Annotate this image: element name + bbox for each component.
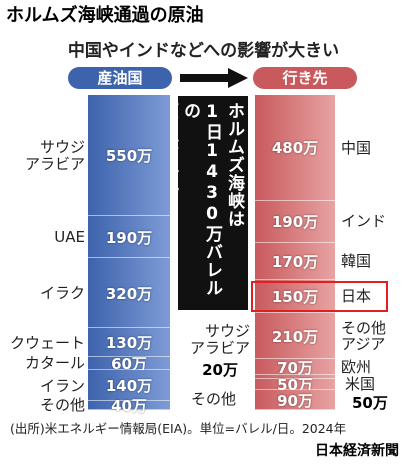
bar-segment (255, 95, 335, 201)
highlight-box (251, 281, 388, 313)
value-label: 150万 (271, 288, 319, 307)
value-label: 550万 (105, 147, 153, 166)
category-label: その他 (190, 390, 236, 409)
subtitle: 中国やインドなどへの影響が大きい (67, 41, 340, 61)
category-label: サウジ アラビア (24, 138, 85, 173)
category-label: 日本 (341, 287, 372, 306)
category-label: 欧州 (341, 357, 372, 376)
source: (出所)米エネルギー情報局(EIA)。単位=バレル/日。2024年 (10, 421, 347, 436)
value-label: 50万 (277, 376, 313, 395)
value-label: 210万 (271, 327, 319, 346)
category-label: カタール (24, 354, 85, 373)
bar-segment (255, 374, 335, 380)
value-label-outside: 50万 (352, 394, 388, 412)
category-label: クウェート (9, 333, 85, 352)
bar-segment (88, 258, 170, 329)
title: ホルムズ海峡通過の原油 (6, 5, 204, 26)
bar-segment (255, 379, 335, 391)
value-label: 140万 (105, 377, 153, 396)
category-label: イラン (39, 376, 85, 395)
bar-segment (255, 200, 335, 243)
bar-segment (255, 313, 335, 360)
bar-segment (88, 328, 170, 358)
value-label: 190万 (105, 228, 153, 247)
arrow (180, 68, 248, 88)
value-label: 170万 (271, 252, 319, 271)
producer-header: 産油国 (68, 67, 172, 89)
bar-segment (255, 359, 335, 375)
bar-segment (255, 242, 335, 281)
center-note: ホルムズ海峡は 1日1430万バレルの 原油が通過する (158, 96, 248, 310)
value-label-outside: 20万 (202, 361, 238, 379)
value-label: 90万 (277, 391, 313, 410)
category-label: その他 (39, 396, 85, 415)
bar-segment (88, 216, 170, 258)
bar-segment (255, 390, 335, 410)
value-label: 190万 (271, 213, 319, 232)
value-label: 320万 (105, 284, 153, 303)
category-label: その他 アジア (341, 318, 387, 354)
category-label: サウジ アラビア (189, 322, 250, 357)
value-label: 60万 (111, 355, 147, 374)
category-label: イラク (39, 284, 85, 302)
bar-segment (88, 370, 170, 402)
bar-segment (255, 280, 335, 314)
bar-segment (88, 95, 170, 217)
value-label: 40万 (111, 397, 147, 416)
credit: 日本経済新聞 (315, 443, 399, 459)
category-label: UAE (54, 227, 85, 246)
value-label: 480万 (271, 139, 319, 158)
bar-segment (88, 357, 170, 371)
category-label: 韓国 (341, 252, 372, 271)
category-label: インド (341, 212, 387, 231)
value-label: 70万 (277, 358, 313, 377)
category-label: 中国 (341, 138, 372, 157)
category-label: 米国 (345, 375, 376, 393)
destination-header: 行き先 (253, 67, 357, 89)
value-label: 130万 (105, 334, 153, 353)
bar-segment (88, 401, 170, 410)
